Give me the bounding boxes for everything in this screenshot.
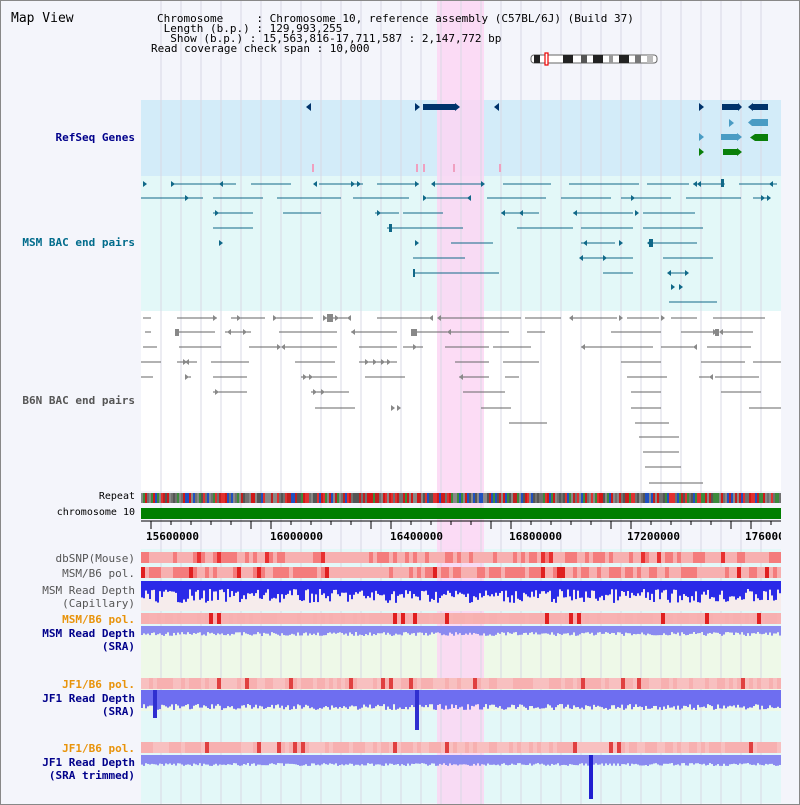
- refseq-genes-track[interactable]: [141, 100, 781, 176]
- jf1-depth-trim-label: JF1 Read Depth: [42, 756, 135, 769]
- page-title: Map View: [11, 11, 74, 26]
- jf1-b6-pol-2-label: JF1/B6 pol.: [62, 742, 135, 755]
- gene-marker: [729, 119, 734, 127]
- msm-bac-end-pairs-label: MSM BAC end pairs: [22, 236, 135, 249]
- gene-marker: [415, 103, 420, 111]
- chromosome-bar[interactable]: [141, 508, 781, 519]
- gene-marker: [723, 149, 737, 155]
- chromosome-label: chromosome 10: [56, 507, 135, 518]
- msm-depth-sra-sub: (SRA): [101, 640, 135, 653]
- info-length: Length (b.p.) : 129,993,255: [157, 22, 343, 35]
- jf1-depth-sra-track[interactable]: [141, 690, 781, 734]
- msm-bac-end-pairs-track[interactable]: [141, 176, 781, 311]
- gene-marker: [306, 103, 311, 111]
- gene-marker: [494, 103, 499, 111]
- jf1-b6-pol-label: JF1/B6 pol.: [62, 678, 135, 691]
- msm-b6-pol-label: MSM/B6 pol.: [62, 567, 135, 580]
- jf1-depth-trim-sub: (SRA trimmed): [48, 769, 135, 782]
- gene-marker: [737, 148, 742, 156]
- dbsnp-track[interactable]: [141, 552, 781, 563]
- msm-b6-pol-2-label: MSM/B6 pol.: [62, 613, 135, 626]
- msm-depth-sra-track[interactable]: [141, 626, 781, 646]
- tick-label: 15600000: [146, 530, 199, 543]
- gene-marker: [748, 103, 753, 111]
- tick-label: 17200000: [627, 530, 680, 543]
- repeat-track[interactable]: [141, 493, 781, 503]
- info-read-span: Read coverage check span : 10,000: [151, 42, 370, 55]
- gene-marker: [423, 104, 455, 110]
- info-show: Show (b.p.) : 15,563,816-17,711,587 : 2,…: [157, 32, 502, 45]
- jf1-depth-sra-label: JF1 Read Depth: [42, 692, 135, 705]
- gene-marker: [748, 119, 752, 126]
- b6n-bac-end-pairs-label: B6N BAC end pairs: [22, 394, 135, 407]
- jf1-b6-pol-track[interactable]: [141, 678, 781, 689]
- right-scrollbar-area[interactable]: [781, 100, 799, 804]
- gene-marker: [750, 134, 755, 141]
- chromosome-ideogram[interactable]: [529, 52, 661, 66]
- tick-label: 16000000: [270, 530, 323, 543]
- gene-marker: [753, 104, 768, 110]
- gene-marker: [755, 134, 768, 141]
- gene-marker: [738, 103, 742, 111]
- position-axis: [141, 520, 792, 529]
- gene-marker: [699, 133, 704, 141]
- gene-marker: [455, 103, 460, 111]
- jf1-depth-sra-sub: (SRA): [101, 705, 135, 718]
- gene-marker: [722, 104, 738, 110]
- gene-marker: [737, 133, 742, 141]
- refseq-genes-label: RefSeq Genes: [55, 131, 135, 144]
- jf1-depth-trim-track[interactable]: [141, 755, 781, 801]
- msm-depth-capillary-track[interactable]: [141, 581, 781, 611]
- gene-marker: [699, 103, 704, 111]
- tick-label: 16400000: [390, 530, 443, 543]
- msm-depth-sra-label: MSM Read Depth: [42, 627, 135, 640]
- msm-b6-pol-2-track[interactable]: [141, 613, 781, 624]
- tick-label: 16800000: [509, 530, 562, 543]
- dbsnp-label: dbSNP(Mouse): [55, 552, 135, 565]
- gene-marker: [721, 134, 737, 140]
- gene-marker: [699, 148, 704, 156]
- jf1-b6-pol-2-track[interactable]: [141, 742, 781, 753]
- msm-depth-capillary-sub: (Capillary): [62, 597, 135, 610]
- repeat-label: Repeat: [98, 491, 135, 502]
- gene-marker: [752, 119, 768, 126]
- b6n-bac-end-pairs-track[interactable]: [141, 311, 781, 491]
- msm-b6-pol-track[interactable]: [141, 567, 781, 578]
- info-chromosome: Chromosome : Chromosome 10, reference as…: [157, 12, 634, 25]
- msm-depth-capillary-label: MSM Read Depth: [42, 584, 135, 597]
